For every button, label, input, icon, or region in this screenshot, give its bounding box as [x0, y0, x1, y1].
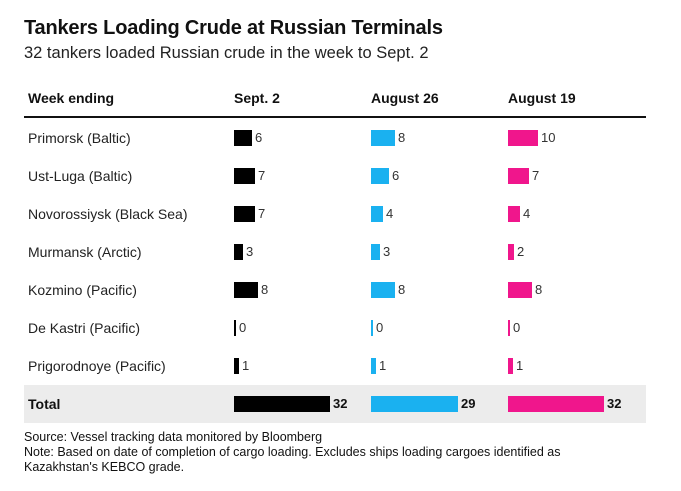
bar-zero-marker: [371, 320, 373, 336]
bar-value-label: 1: [379, 358, 387, 373]
terminal-label: Ust-Luga (Baltic): [28, 168, 133, 184]
table-row: Prigorodnoye (Pacific) 1 1 1: [24, 347, 646, 385]
bar-value-label: 6: [255, 130, 263, 145]
total-label: Total: [28, 396, 61, 412]
bar-value-label: 6: [392, 168, 400, 183]
bar: [371, 130, 395, 146]
bar-value-label: 8: [535, 282, 543, 297]
bar: [508, 396, 604, 412]
bar-value-label: 4: [523, 206, 531, 221]
bar-value-label: 10: [541, 130, 556, 145]
bar: [234, 130, 252, 146]
terminal-label: Kozmino (Pacific): [28, 282, 137, 298]
bar-value-label: 8: [398, 130, 406, 145]
bar: [371, 206, 383, 222]
bar-value-label: 7: [532, 168, 540, 183]
bar-value-label: 8: [398, 282, 406, 297]
source-notes: Source: Vessel tracking data monitored b…: [24, 430, 664, 475]
bar-value-label: 0: [376, 320, 384, 335]
bar-value-label: 32: [607, 396, 622, 411]
bar: [508, 206, 520, 222]
header-col-sept-2: Sept. 2: [234, 90, 280, 106]
bar-value-label: 3: [383, 244, 391, 259]
header-col-august-19: August 19: [508, 90, 576, 106]
chart-subtitle: 32 tankers loaded Russian crude in the w…: [24, 44, 429, 62]
terminal-label: Prigorodnoye (Pacific): [28, 358, 166, 374]
bar-value-label: 32: [333, 396, 348, 411]
total-row: Total 32 29 32: [24, 385, 646, 423]
bar-zero-marker: [508, 320, 510, 336]
terminal-label: Murmansk (Arctic): [28, 244, 142, 260]
note-text-line2: Kazakhstan's KEBCO grade.: [24, 460, 185, 474]
bar-value-label: 7: [258, 206, 266, 221]
terminal-label: Novorossiysk (Black Sea): [28, 206, 188, 222]
table-row: De Kastri (Pacific) 0 0 0: [24, 309, 646, 347]
table-row: Primorsk (Baltic) 6 8 10: [24, 119, 646, 157]
table-row: Murmansk (Arctic) 3 3 2: [24, 233, 646, 271]
bar-value-label: 1: [242, 358, 250, 373]
header-col-august-26: August 26: [371, 90, 439, 106]
table-row: Novorossiysk (Black Sea) 7 4 4: [24, 195, 646, 233]
terminal-label: Primorsk (Baltic): [28, 130, 131, 146]
bar: [234, 396, 330, 412]
header-week-ending: Week ending: [28, 90, 115, 106]
bar: [508, 282, 532, 298]
bar-value-label: 1: [516, 358, 524, 373]
bar: [508, 130, 538, 146]
header-rule: [24, 116, 646, 118]
bar-value-label: 2: [517, 244, 525, 259]
chart-title: Tankers Loading Crude at Russian Termina…: [24, 17, 443, 39]
bar: [508, 244, 514, 260]
bar: [234, 168, 255, 184]
bar-value-label: 29: [461, 396, 476, 411]
bar-value-label: 7: [258, 168, 266, 183]
bar: [234, 244, 243, 260]
bar-value-label: 8: [261, 282, 269, 297]
table-row: Kozmino (Pacific) 8 8 8: [24, 271, 646, 309]
bar: [371, 244, 380, 260]
source-text: Source: Vessel tracking data monitored b…: [24, 430, 323, 444]
bar: [234, 206, 255, 222]
bar: [234, 282, 258, 298]
bar: [234, 358, 239, 374]
bar: [371, 396, 458, 412]
bar: [371, 358, 376, 374]
note-text-line1: Note: Based on date of completion of car…: [24, 445, 561, 459]
bar: [371, 168, 389, 184]
bar-value-label: 0: [513, 320, 521, 335]
bar: [508, 168, 529, 184]
table-row: Ust-Luga (Baltic) 7 6 7: [24, 157, 646, 195]
bar-value-label: 4: [386, 206, 394, 221]
bar-value-label: 0: [239, 320, 247, 335]
bar-zero-marker: [234, 320, 236, 336]
terminal-label: De Kastri (Pacific): [28, 320, 141, 336]
bar: [508, 358, 513, 374]
bar-value-label: 3: [246, 244, 254, 259]
bar: [371, 282, 395, 298]
